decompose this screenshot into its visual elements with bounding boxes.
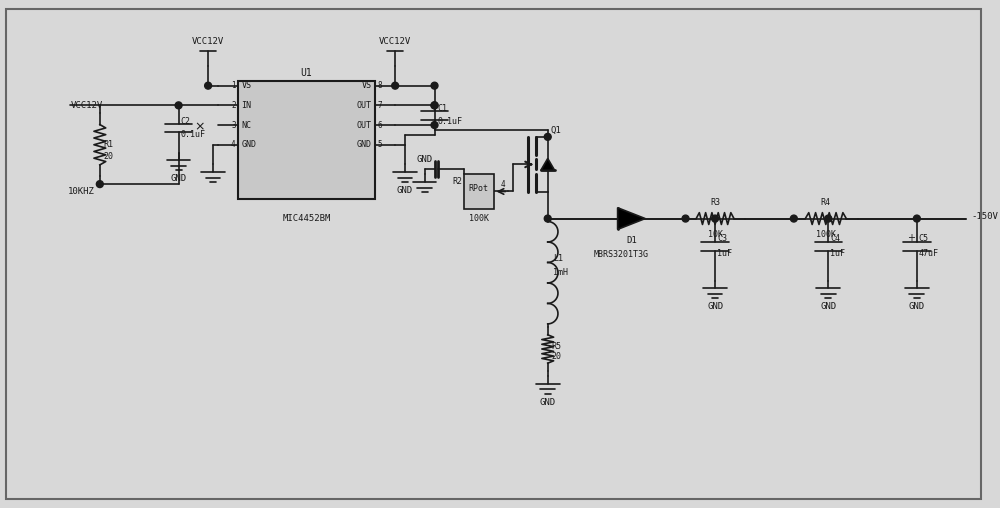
- Text: 20: 20: [104, 152, 114, 161]
- Text: VS: VS: [362, 81, 372, 90]
- Text: R3: R3: [710, 198, 720, 207]
- Text: 8: 8: [377, 81, 382, 90]
- Bar: [238, 81, 375, 199]
- Text: 1: 1: [231, 81, 236, 90]
- Text: D1: D1: [626, 236, 637, 245]
- Circle shape: [431, 121, 438, 129]
- Text: C4: C4: [830, 234, 840, 243]
- Circle shape: [913, 215, 920, 222]
- Text: OUT: OUT: [357, 101, 372, 110]
- Text: U1: U1: [301, 68, 312, 78]
- Circle shape: [431, 102, 438, 109]
- Circle shape: [96, 181, 103, 187]
- Circle shape: [790, 215, 797, 222]
- Text: 20: 20: [552, 353, 562, 361]
- Text: 1mH: 1mH: [553, 268, 568, 277]
- Text: MIC4452BM: MIC4452BM: [282, 214, 331, 223]
- Circle shape: [544, 215, 551, 222]
- Circle shape: [682, 215, 689, 222]
- Text: MBRS3201T3G: MBRS3201T3G: [594, 250, 649, 259]
- Text: 4: 4: [231, 140, 236, 149]
- Text: GND: GND: [171, 174, 187, 183]
- Circle shape: [544, 134, 551, 140]
- Text: 100K: 100K: [469, 214, 489, 223]
- Text: NC: NC: [242, 120, 252, 130]
- Text: 100K: 100K: [816, 230, 836, 239]
- Text: 47uF: 47uF: [919, 249, 939, 258]
- Text: GND: GND: [820, 302, 836, 311]
- Circle shape: [431, 102, 438, 109]
- Text: 5: 5: [377, 140, 382, 149]
- Polygon shape: [541, 158, 555, 170]
- Text: 10K: 10K: [708, 230, 723, 239]
- Text: 0.1uF: 0.1uF: [437, 117, 462, 126]
- Text: Q1: Q1: [551, 126, 561, 135]
- Circle shape: [712, 215, 719, 222]
- Circle shape: [205, 82, 212, 89]
- Text: 2: 2: [231, 101, 236, 110]
- Circle shape: [175, 102, 182, 109]
- Text: 10KHZ: 10KHZ: [68, 187, 95, 196]
- Text: R2: R2: [452, 177, 462, 186]
- Polygon shape: [618, 208, 645, 230]
- Text: VCC12V: VCC12V: [192, 37, 224, 46]
- Text: GND: GND: [357, 140, 372, 149]
- Text: GND: GND: [707, 302, 723, 311]
- Text: GND: GND: [417, 155, 433, 165]
- Text: 7: 7: [377, 101, 382, 110]
- Text: C2: C2: [181, 117, 191, 126]
- Text: GND: GND: [397, 186, 413, 195]
- Text: 1uF: 1uF: [830, 249, 845, 258]
- Text: VCC12V: VCC12V: [379, 37, 411, 46]
- Text: RPot: RPot: [469, 184, 489, 193]
- Text: L1: L1: [553, 254, 563, 263]
- Text: GND: GND: [909, 302, 925, 311]
- Circle shape: [431, 82, 438, 89]
- Circle shape: [825, 215, 832, 222]
- Text: OUT: OUT: [357, 120, 372, 130]
- Text: 3: 3: [231, 120, 236, 130]
- Text: R1: R1: [104, 140, 114, 149]
- Circle shape: [392, 82, 399, 89]
- Text: R4: R4: [821, 198, 831, 207]
- Text: C5: C5: [919, 234, 929, 243]
- Text: VS: VS: [242, 81, 252, 90]
- Text: C3: C3: [717, 234, 727, 243]
- Text: ×: ×: [194, 120, 205, 134]
- Bar: [464, 174, 494, 209]
- Text: C1: C1: [437, 104, 447, 113]
- Text: GND: GND: [540, 398, 556, 407]
- Text: +: +: [907, 233, 915, 243]
- Text: GND: GND: [242, 140, 257, 149]
- Text: R5: R5: [552, 341, 562, 351]
- Text: IN: IN: [242, 101, 252, 110]
- Text: -150V: -150V: [971, 212, 998, 221]
- Text: 6: 6: [377, 120, 382, 130]
- Text: 4: 4: [501, 179, 506, 188]
- Text: 1uF: 1uF: [717, 249, 732, 258]
- Text: 0.1uF: 0.1uF: [181, 130, 206, 139]
- Text: VCC12V: VCC12V: [70, 101, 103, 110]
